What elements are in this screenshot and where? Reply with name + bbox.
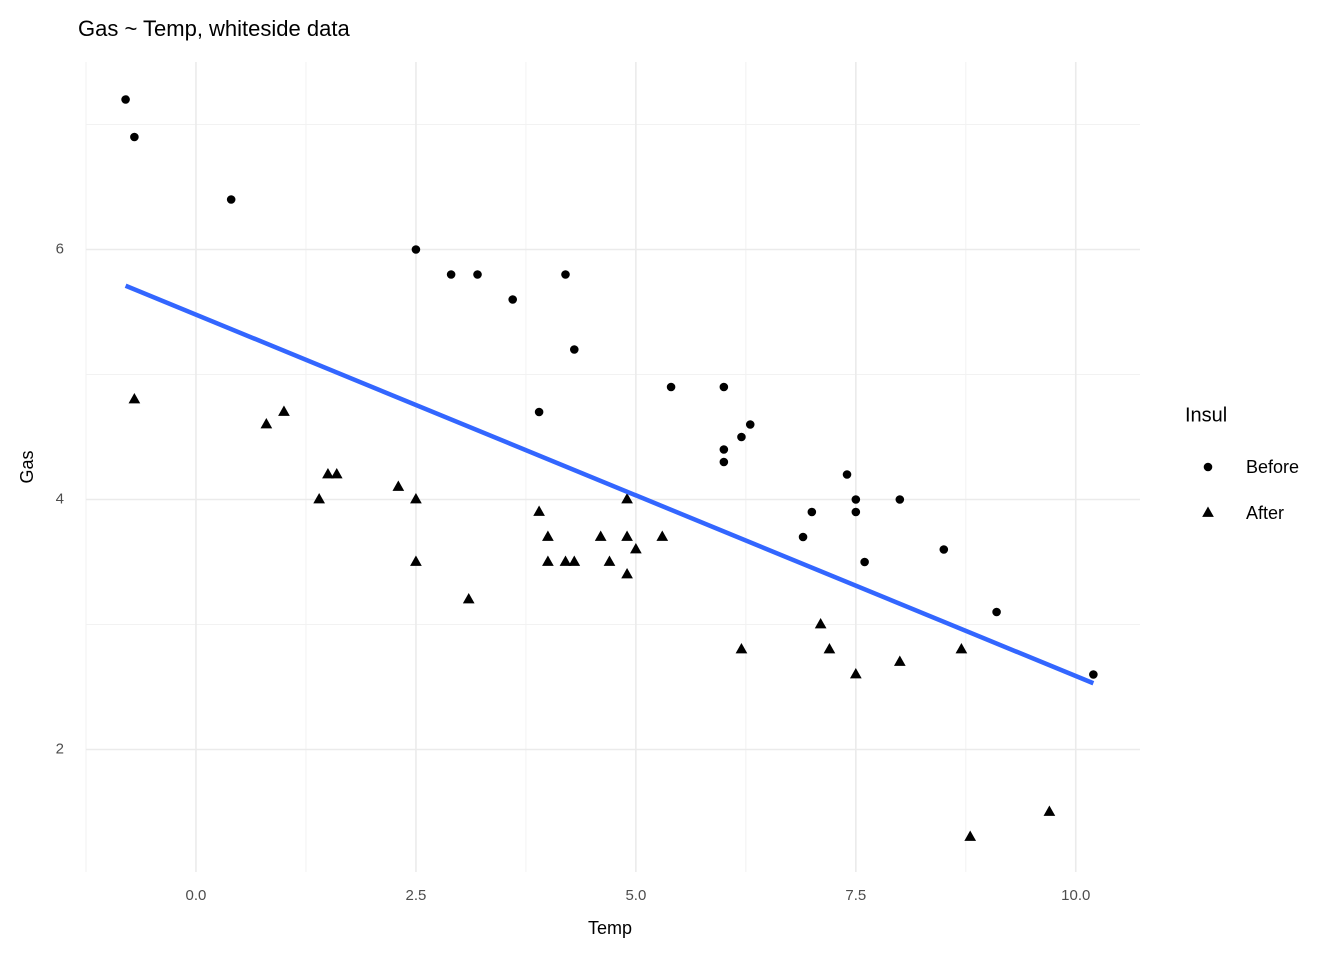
point (411, 245, 421, 254)
legend-label: After (1246, 503, 1284, 523)
point (568, 555, 581, 566)
legend-key (1203, 462, 1213, 472)
point (798, 532, 808, 542)
point (992, 607, 1001, 617)
point (313, 493, 325, 504)
legend-key (1202, 506, 1214, 517)
point (621, 568, 633, 579)
point (745, 420, 755, 429)
point (719, 457, 729, 467)
point (130, 132, 139, 142)
y-axis-title: Gas (17, 450, 37, 483)
point (735, 643, 748, 654)
point (603, 555, 616, 566)
legend-label: Before (1246, 457, 1299, 477)
point (542, 530, 554, 541)
point (226, 195, 236, 204)
point (895, 495, 905, 504)
x-tick-label: 10.0 (1061, 887, 1090, 904)
point (719, 382, 729, 392)
point (964, 830, 977, 841)
legend-title: Insul (1185, 404, 1227, 426)
point (656, 530, 669, 541)
point (621, 530, 633, 541)
point (1089, 670, 1098, 679)
x-tick-label: 2.5 (405, 887, 426, 904)
chart-title: Gas ~ Temp, whiteside data (78, 16, 350, 41)
x-axis-title: Temp (588, 918, 632, 938)
point (410, 493, 422, 504)
point (860, 557, 869, 567)
grid (85, 62, 1140, 872)
point (939, 545, 949, 554)
point (842, 470, 852, 479)
point (1043, 805, 1056, 816)
point (542, 555, 554, 566)
point (851, 507, 861, 517)
point (823, 643, 836, 654)
point (533, 505, 545, 516)
point (410, 555, 422, 566)
point (446, 270, 456, 279)
point (330, 468, 343, 479)
point (594, 530, 607, 541)
point (849, 668, 862, 679)
point (666, 382, 676, 392)
point (737, 432, 746, 442)
point (561, 270, 570, 279)
point (955, 643, 968, 654)
point (630, 543, 642, 554)
point (851, 495, 861, 504)
point (121, 95, 130, 104)
marks (121, 95, 1098, 841)
point (278, 405, 290, 416)
y-tick-label: 2 (56, 740, 64, 757)
point (807, 507, 817, 517)
point (462, 593, 475, 604)
y-tick-label: 6 (56, 240, 64, 257)
point (392, 480, 405, 491)
point (559, 555, 572, 566)
point (128, 393, 141, 404)
point (534, 407, 544, 417)
point (569, 345, 579, 354)
point (621, 493, 633, 504)
point (893, 655, 906, 666)
point (719, 445, 729, 454)
point (508, 295, 518, 304)
y-tick-label: 4 (56, 490, 64, 507)
x-tick-label: 7.5 (845, 887, 866, 904)
regression-line (124, 283, 1095, 686)
x-tick-label: 5.0 (625, 887, 646, 904)
point (814, 618, 827, 629)
point (322, 468, 334, 479)
point (260, 418, 273, 429)
x-tick-label: 0.0 (186, 887, 207, 904)
point (473, 270, 482, 279)
